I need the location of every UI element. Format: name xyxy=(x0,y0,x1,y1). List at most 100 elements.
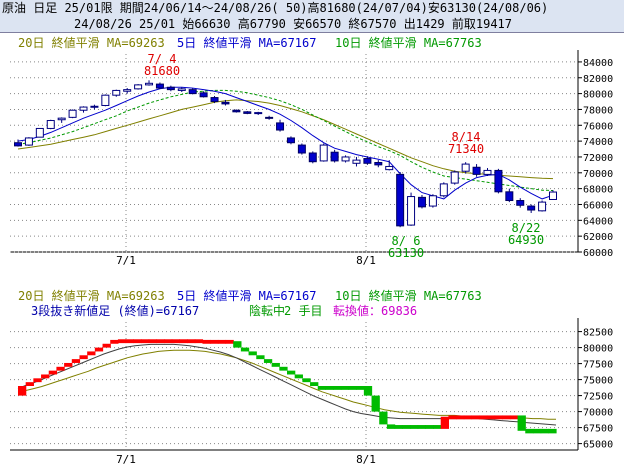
kagi-prefix: 3段抜き新値足 (終値)=67167 xyxy=(31,303,199,318)
candle-down xyxy=(286,137,295,144)
top-candles xyxy=(14,80,557,228)
brick-down xyxy=(386,424,396,429)
candle-up xyxy=(549,191,557,200)
brick-up xyxy=(164,339,173,344)
bottom-grid: 7/1 8/1 xyxy=(10,318,579,466)
brick-down xyxy=(548,428,557,434)
top-y-tick-label: 78000 xyxy=(583,105,613,116)
bottom-y-axis: 65000 67500 70000 72500 75000 77500 80000 82500 xyxy=(578,328,613,451)
top-y-axis: 60000 62000 64000 66000 68000 70000 72000 74000… xyxy=(578,58,613,259)
brick-down xyxy=(517,415,526,431)
bottom-y-tick-label: 72500 xyxy=(583,392,613,403)
brick-down xyxy=(340,386,350,390)
bottom-x-tick-label: 7/1 xyxy=(116,453,136,466)
candle-down xyxy=(232,109,241,113)
brick-up xyxy=(502,415,511,420)
brick-up xyxy=(87,351,96,356)
brick-down xyxy=(379,411,388,425)
bottom-y-tick-label: 77500 xyxy=(583,360,613,371)
top-y-tick-label: 76000 xyxy=(583,121,613,132)
candle-down xyxy=(374,162,383,166)
candle-up xyxy=(123,89,132,92)
brick-up xyxy=(471,415,480,420)
brick-up xyxy=(509,415,519,420)
legend-bottom-ma20: 20日 終値平滑 MA=69263 xyxy=(18,288,165,303)
legend-top-ma10: 10日 終値平滑 MA=67763 xyxy=(335,35,482,50)
brick-up xyxy=(202,339,211,344)
candle-down xyxy=(527,205,536,211)
top-moving-averages xyxy=(17,86,554,200)
brick-up xyxy=(33,378,42,383)
candle-up xyxy=(68,109,77,118)
brick-down xyxy=(363,386,373,396)
brick-down xyxy=(425,425,434,429)
top-ma5-line xyxy=(17,86,554,200)
top-y-tick-label: 74000 xyxy=(583,137,613,148)
brick-down xyxy=(294,374,303,379)
candle-down xyxy=(265,116,274,119)
top-y-tick-label: 60000 xyxy=(583,248,613,259)
brick-down xyxy=(409,425,419,429)
candle-down xyxy=(516,200,525,206)
top-grid: 7/1 8/1 xyxy=(10,50,579,267)
header-title: 原油 日足 25/01限 期間24/06/14～24/08/26( 50)高81… xyxy=(2,1,549,15)
brick-up xyxy=(456,415,465,420)
bottom-ma-a-line xyxy=(17,343,557,426)
candle-down xyxy=(188,89,197,95)
top-y-tick-label: 62000 xyxy=(583,232,613,243)
brick-up xyxy=(25,382,34,386)
top-y-tick-label: 68000 xyxy=(583,185,613,196)
brick-up xyxy=(94,347,104,352)
brick-up xyxy=(18,386,27,396)
brick-up xyxy=(102,343,111,348)
candle-up xyxy=(101,94,110,106)
brick-up xyxy=(64,362,73,367)
annotation-date: 7/ 4 xyxy=(148,52,177,66)
brick-up xyxy=(479,415,488,420)
brick-down xyxy=(356,386,365,390)
brick-down xyxy=(248,351,257,356)
candle-down xyxy=(417,196,426,208)
annotation-date: 8/ 6 xyxy=(392,234,421,248)
candle-down xyxy=(221,101,230,105)
brick-up xyxy=(56,366,65,371)
bottom-y-tick-label: 65000 xyxy=(583,440,613,451)
candle-down xyxy=(330,151,339,162)
brick-down xyxy=(540,428,549,434)
top-ma10-line xyxy=(17,89,554,191)
candle-up xyxy=(428,195,437,207)
top-y-tick-label: 66000 xyxy=(583,200,613,211)
candle-up xyxy=(450,171,459,184)
brick-down xyxy=(417,425,426,429)
bottom-y-tick-label: 82500 xyxy=(583,328,613,339)
brick-up xyxy=(79,355,88,360)
brick-up xyxy=(210,339,219,344)
candle-up xyxy=(461,163,470,172)
brick-down xyxy=(433,425,442,429)
candle-up xyxy=(352,159,361,164)
brick-down xyxy=(394,425,403,429)
brick-down xyxy=(279,366,288,371)
brick-down xyxy=(348,386,357,390)
candle-up xyxy=(79,106,88,111)
candle-down xyxy=(297,144,306,154)
candle-up xyxy=(439,183,448,197)
candle-down xyxy=(494,169,503,193)
annotation-value: 63130 xyxy=(388,246,424,260)
kagi-step: 2 手目 xyxy=(284,304,322,318)
brick-up xyxy=(110,339,119,344)
candle-down xyxy=(472,166,481,175)
annotation-value: 71340 xyxy=(448,142,484,156)
brick-up xyxy=(156,339,165,344)
brick-up xyxy=(463,415,473,420)
brick-down xyxy=(325,386,334,390)
candle-up xyxy=(254,112,263,115)
brick-up xyxy=(217,339,227,344)
brick-down xyxy=(233,341,242,348)
brick-up xyxy=(41,374,50,379)
candle-down xyxy=(166,86,175,91)
brick-up xyxy=(494,415,503,420)
candle-down xyxy=(308,152,317,163)
candle-up xyxy=(90,105,99,108)
